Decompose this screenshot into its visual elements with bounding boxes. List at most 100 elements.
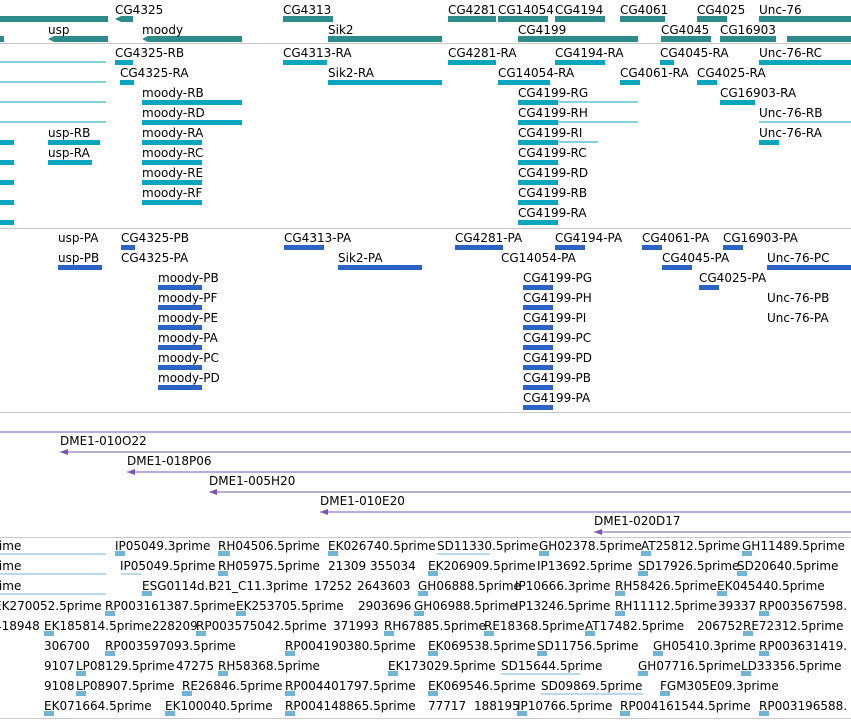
transcript-label[interactable]: CG4199-RA [518,206,587,220]
est-label[interactable]: RP003597093.5prime [105,639,236,653]
est-label[interactable]: EK100040.5prime [165,699,273,713]
est-label[interactable]: EK206909.5prime [428,559,536,573]
est-label[interactable]: RE26846.5prime [182,679,283,693]
protein-label[interactable]: CG4199-PI [523,311,587,325]
est-label[interactable]: 39337 [718,599,757,613]
protein-label[interactable]: CG4325-PB [121,231,190,245]
gene-label[interactable]: CG4199 [518,23,567,37]
est-label[interactable]: GH06988.5prime [414,599,517,613]
est-label[interactable]: EK069538.5prime [428,639,536,653]
est-label[interactable]: SD09869.5prime [541,679,643,693]
gene-label[interactable]: CG4313 [283,3,332,17]
protein-label[interactable]: CG4313-PA [284,231,352,245]
est-label[interactable]: SD11330.5prime [437,539,539,553]
protein-label[interactable]: usp-PA [58,231,99,245]
transcript-label[interactable]: CG4199-RD [518,166,589,180]
transcript-label[interactable]: CG4025-RA [697,66,766,80]
gene-label[interactable]: CG16903 [720,23,776,37]
clone-label[interactable]: DME1-005H20 [209,474,296,488]
est-label[interactable]: SD11756.5prime [537,639,639,653]
est-label[interactable]: 17252 [314,579,353,593]
protein-label[interactable]: Unc-76-PC [767,251,830,265]
protein-label[interactable]: moody-PF [158,291,218,305]
gene-label[interactable]: CG4194 [555,3,604,17]
est-label[interactable]: FGM305E09.3prime [660,679,779,693]
est-label[interactable]: rime [0,579,22,593]
est-label[interactable]: RP003567598. [759,599,848,613]
est-label[interactable]: LP08907.5prime [76,679,175,693]
protein-label[interactable]: CG4199-PG [523,271,593,285]
gene-label[interactable]: Sik2 [328,23,354,37]
est-label[interactable]: 9108 [44,679,75,693]
transcript-label[interactable]: CG4199-RC [518,146,587,160]
gene-label[interactable]: CG4325 [115,3,164,17]
transcript-label[interactable]: CG4045-RA [660,46,729,60]
clone-label[interactable]: DME1-020D17 [594,514,681,528]
transcript-label[interactable]: CG14054-RA [498,66,575,80]
est-label[interactable]: RH67885.5prime [384,619,486,633]
transcript-label[interactable]: Unc-76-RC [759,46,823,60]
gene-label[interactable]: CG4025 [697,3,746,17]
gene-label[interactable]: CG4061 [620,3,669,17]
protein-label[interactable]: CG4281-PA [455,231,523,245]
est-label[interactable]: EK069546.5prime [428,679,536,693]
est-label[interactable]: EK185814.5prime [44,619,152,633]
est-label[interactable]: EK253705.5prime [236,599,344,613]
est-label[interactable]: EK173029.5prime [388,659,496,673]
est-label[interactable]: SD20640.5prime [737,559,839,573]
est-label[interactable]: 418948 [0,619,40,633]
est-label[interactable]: RH05975.5prime [218,559,320,573]
est-label[interactable]: IP05049.3prime [115,539,211,553]
est-label[interactable]: rime [0,539,22,553]
transcript-label[interactable]: CG4199-RB [518,186,588,200]
est-label[interactable]: IP05049.5prime [120,559,216,573]
est-label[interactable]: ESG0114d.B21_C11.3prime [142,579,309,593]
est-label[interactable]: IP13692.5prime [537,559,633,573]
protein-label[interactable]: Sik2-PA [338,251,383,265]
protein-label[interactable]: CG4199-PD [523,351,593,365]
transcript-label[interactable]: moody-RC [142,146,204,160]
est-label[interactable]: 206752 [697,619,743,633]
est-label[interactable]: EK270052.5prime [0,599,102,613]
est-label[interactable]: GH05410.3prime [653,639,756,653]
protein-label[interactable]: CG4199-PC [523,331,592,345]
est-label[interactable]: RP003196588. [759,699,848,713]
transcript-label[interactable]: moody-RB [142,86,204,100]
gene-label[interactable]: usp [48,23,70,37]
est-label[interactable]: rime [0,559,22,573]
est-label[interactable]: GH02378.5prime [539,539,642,553]
transcript-label[interactable]: CG4061-RA [620,66,689,80]
protein-label[interactable]: Unc-76-PA [767,311,829,325]
transcript-label[interactable]: moody-RF [142,186,203,200]
est-label[interactable]: 228209 [152,619,198,633]
protein-label[interactable]: Unc-76-PB [767,291,830,305]
transcript-label[interactable]: CG4325-RB [115,46,185,60]
gene-label[interactable]: CG14054 [498,3,554,17]
est-label[interactable]: GH11489.5prime [742,539,845,553]
est-label[interactable]: RP004190380.5prime [285,639,416,653]
protein-label[interactable]: moody-PE [158,311,219,325]
est-label[interactable]: 77717 [428,699,467,713]
transcript-label[interactable]: CG4325-RA [120,66,189,80]
est-label[interactable]: LD33356.5prime [741,659,842,673]
est-label[interactable]: RP004148865.5prime [285,699,416,713]
protein-label[interactable]: CG16903-PA [723,231,798,245]
transcript-label[interactable]: moody-RD [142,106,205,120]
gene-label[interactable]: Unc-76 [759,3,802,17]
est-label[interactable]: 21309 [328,559,367,573]
transcript-label[interactable]: Unc-76-RA [759,126,822,140]
clone-label[interactable]: DME1-010E20 [320,494,405,508]
est-label[interactable]: LP08129.5prime [76,659,175,673]
protein-label[interactable]: CG4194-PA [555,231,623,245]
transcript-label[interactable]: CG4199-RH [518,106,588,120]
est-label[interactable]: EK045440.5prime [717,579,825,593]
est-label[interactable]: RH04506.5prime [218,539,320,553]
transcript-label[interactable]: moody-RA [142,126,204,140]
gene-label[interactable]: moody [142,23,184,37]
est-label[interactable]: AT25812.5prime [641,539,741,553]
protein-label[interactable]: CG4199-PA [523,391,591,405]
est-label[interactable]: RE18368.5prime [484,619,585,633]
protein-label[interactable]: CG4025-PA [699,271,767,285]
gene-label[interactable]: CG4045 [661,23,710,37]
est-label[interactable]: RE72312.5prime [743,619,844,633]
